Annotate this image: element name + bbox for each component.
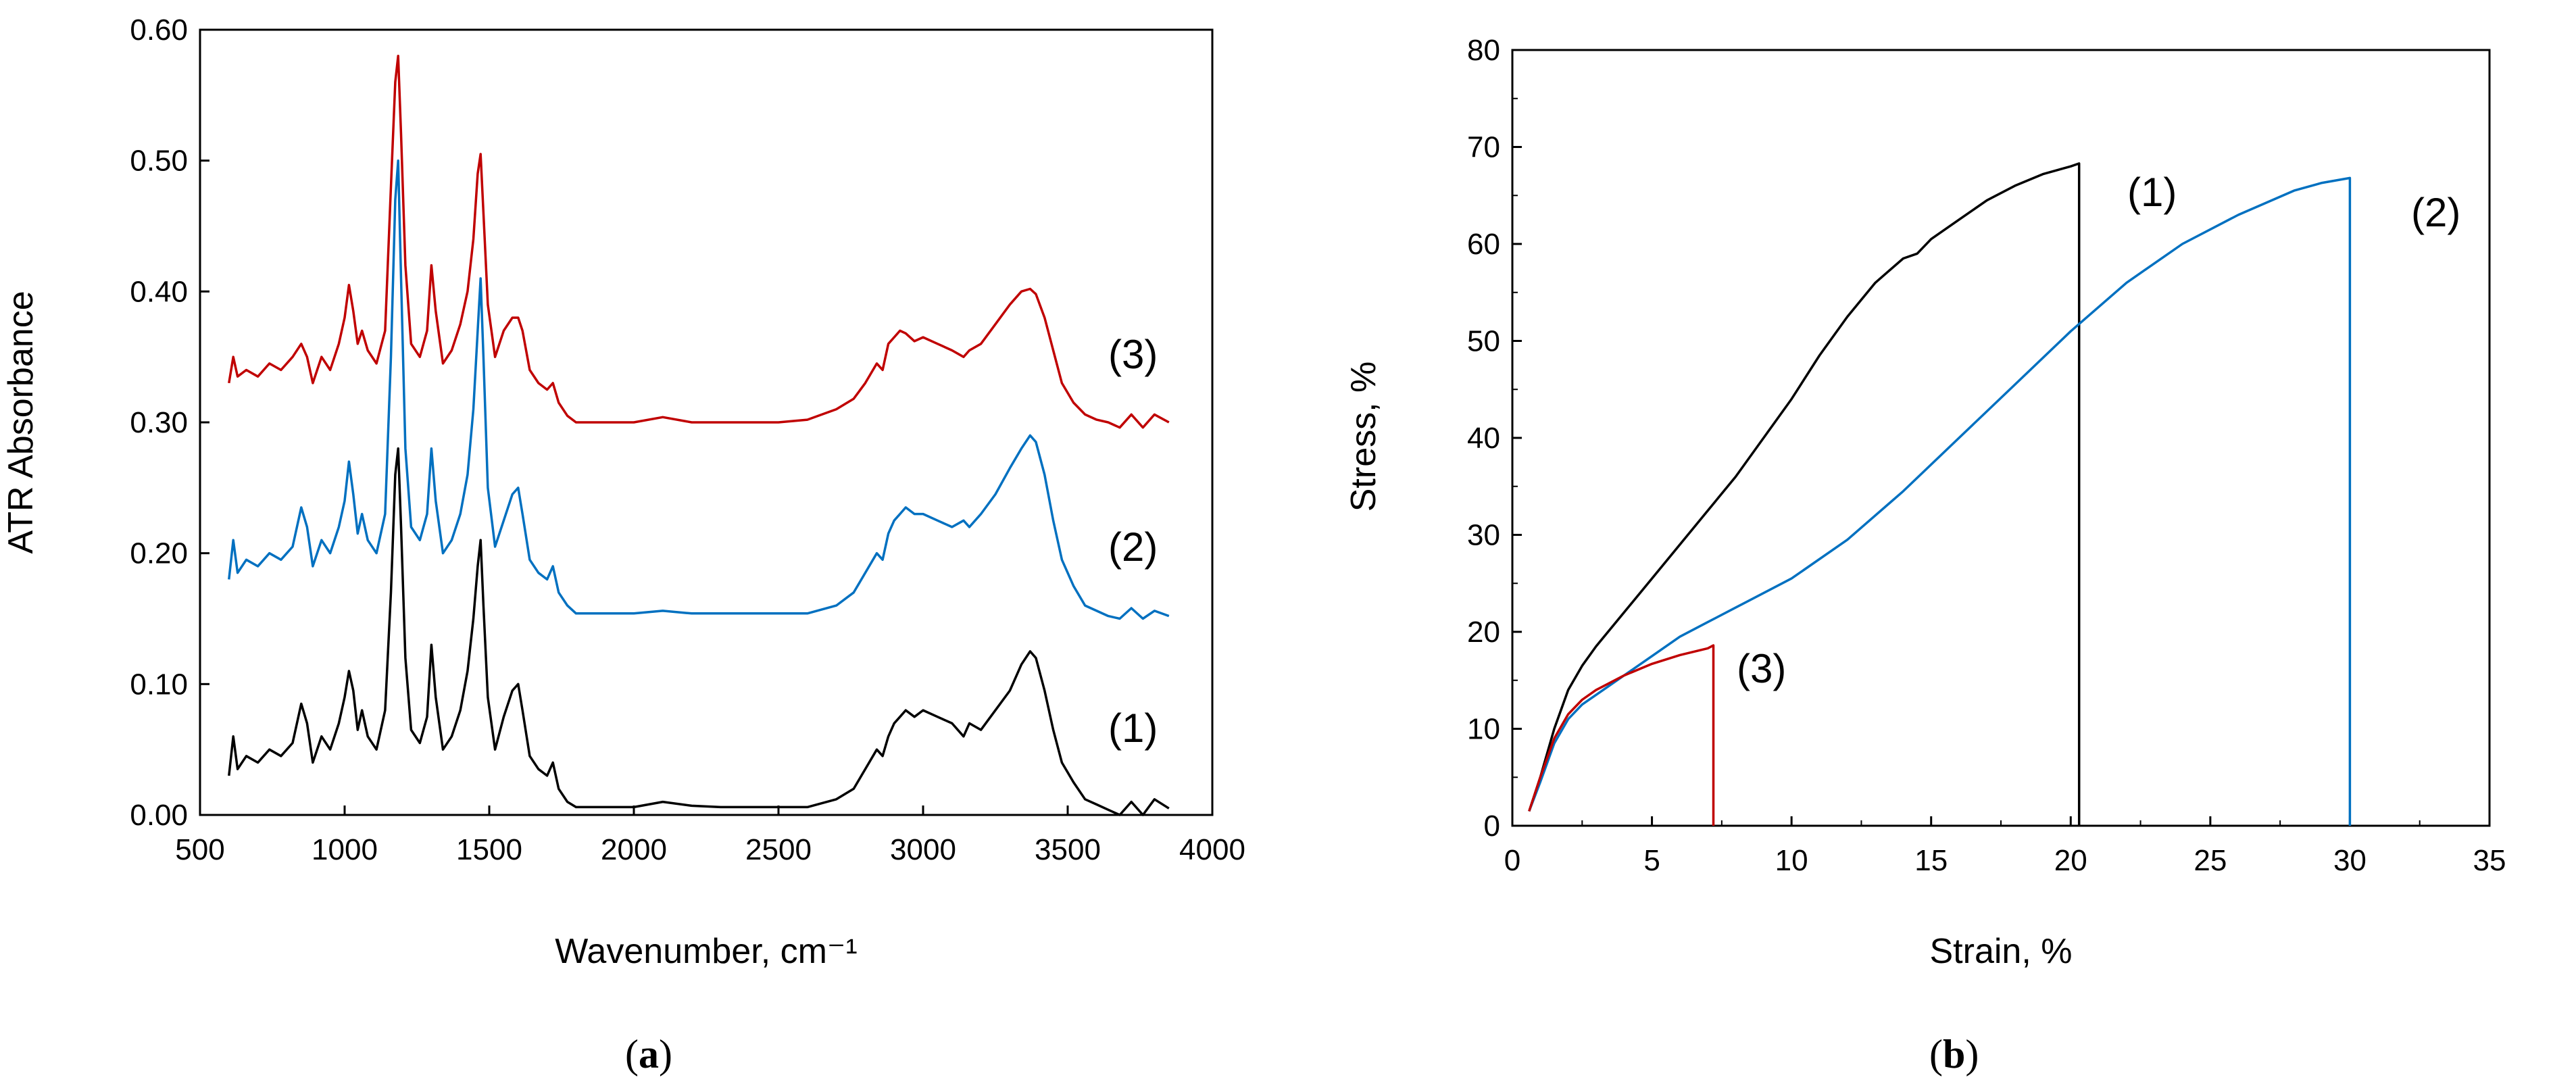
caption-a-letter: a: [639, 1032, 659, 1076]
annotation-a-2: (2): [1108, 524, 1158, 570]
y-tick-label: 0.40: [130, 275, 188, 308]
x-tick-label: 3000: [890, 833, 956, 866]
y-tick-label: 0.50: [130, 145, 188, 178]
y-tick-label: 60: [1467, 228, 1500, 261]
y-tick-label: 0.20: [130, 537, 188, 570]
y-tick-label: 10: [1467, 713, 1500, 746]
series-line-2: [1528, 176, 2352, 826]
x-tick-label: 2500: [745, 833, 812, 866]
y-tick-label: 40: [1467, 422, 1500, 455]
annotation-b-3: (3): [1737, 646, 1786, 691]
x-tick-label: 10: [1775, 844, 1808, 877]
x-axis-ticks-b: 0 5 10 15 20 25 30 35: [1504, 816, 2506, 877]
series-a: [228, 54, 1170, 816]
y-tick-label: 0.00: [130, 799, 188, 832]
series-line-1: [1528, 162, 2081, 826]
x-tick-label: 1500: [456, 833, 522, 866]
x-tick-label: 35: [2473, 844, 2506, 877]
x-tick-label: 1000: [312, 833, 378, 866]
x-tick-label: 2000: [601, 833, 667, 866]
x-axis-label-a: Wavenumber, cm⁻¹: [555, 932, 857, 971]
series-line-3: [1528, 644, 1715, 826]
annotation-a-1: (1): [1108, 705, 1158, 751]
x-tick-label: 30: [2333, 844, 2367, 877]
series-line-1: [228, 447, 1170, 816]
x-tick-label: 0: [1504, 844, 1520, 877]
annotation-b-2: (2): [2411, 190, 2460, 235]
caption-b-letter: b: [1943, 1032, 1965, 1076]
y-axis-ticks-a: 0.00 0.10 0.20 0.30 0.40 0.50 0.60: [130, 14, 209, 832]
x-axis-label-b: Strain, %: [1930, 932, 2073, 971]
y-tick-label: 0.60: [130, 14, 188, 47]
plot-frame-b: [1511, 49, 2491, 827]
panel-a: 0.00 0.10 0.20 0.30 0.40 0.50 0.60 500 1000 1500…: [1, 14, 1245, 1076]
annotation-b-1: (1): [2127, 170, 2177, 215]
y-tick-label: 70: [1467, 131, 1500, 164]
x-axis-ticks-a: 500 1000 1500 2000 2500 3000 3500 4000: [175, 805, 1245, 866]
caption-b: (b): [1929, 1032, 1979, 1076]
y-tick-label: 20: [1467, 616, 1500, 649]
y-tick-label: 30: [1467, 519, 1500, 552]
y-axis-label-a: ATR Absorbance: [1, 291, 41, 553]
x-tick-label: 15: [1914, 844, 1948, 877]
x-tick-label: 4000: [1179, 833, 1245, 866]
y-tick-label: 50: [1467, 325, 1500, 358]
panel-b: 0 10 20 30 40 50 60 70 80 0 5 10 15 20 25 30 35 Stress,…: [1344, 34, 2506, 1076]
x-tick-label: 5: [1643, 844, 1660, 877]
y-tick-label: 80: [1467, 34, 1500, 67]
series-line-2: [228, 159, 1170, 620]
series-line-3: [228, 54, 1170, 429]
y-tick-label: 0.10: [130, 668, 188, 701]
series-b: [1528, 162, 2352, 826]
x-tick-label: 3500: [1035, 833, 1101, 866]
y-tick-label: 0: [1484, 810, 1500, 843]
y-tick-label: 0.30: [130, 406, 188, 439]
x-tick-label: 500: [175, 833, 224, 866]
x-tick-label: 20: [2054, 844, 2087, 877]
y-axis-ticks-b: 0 10 20 30 40 50 60 70 80: [1467, 34, 1522, 843]
caption-a: (a): [625, 1032, 672, 1076]
annotation-a-3: (3): [1108, 332, 1158, 377]
x-tick-label: 25: [2194, 844, 2227, 877]
y-axis-label-b: Stress, %: [1344, 362, 1383, 512]
